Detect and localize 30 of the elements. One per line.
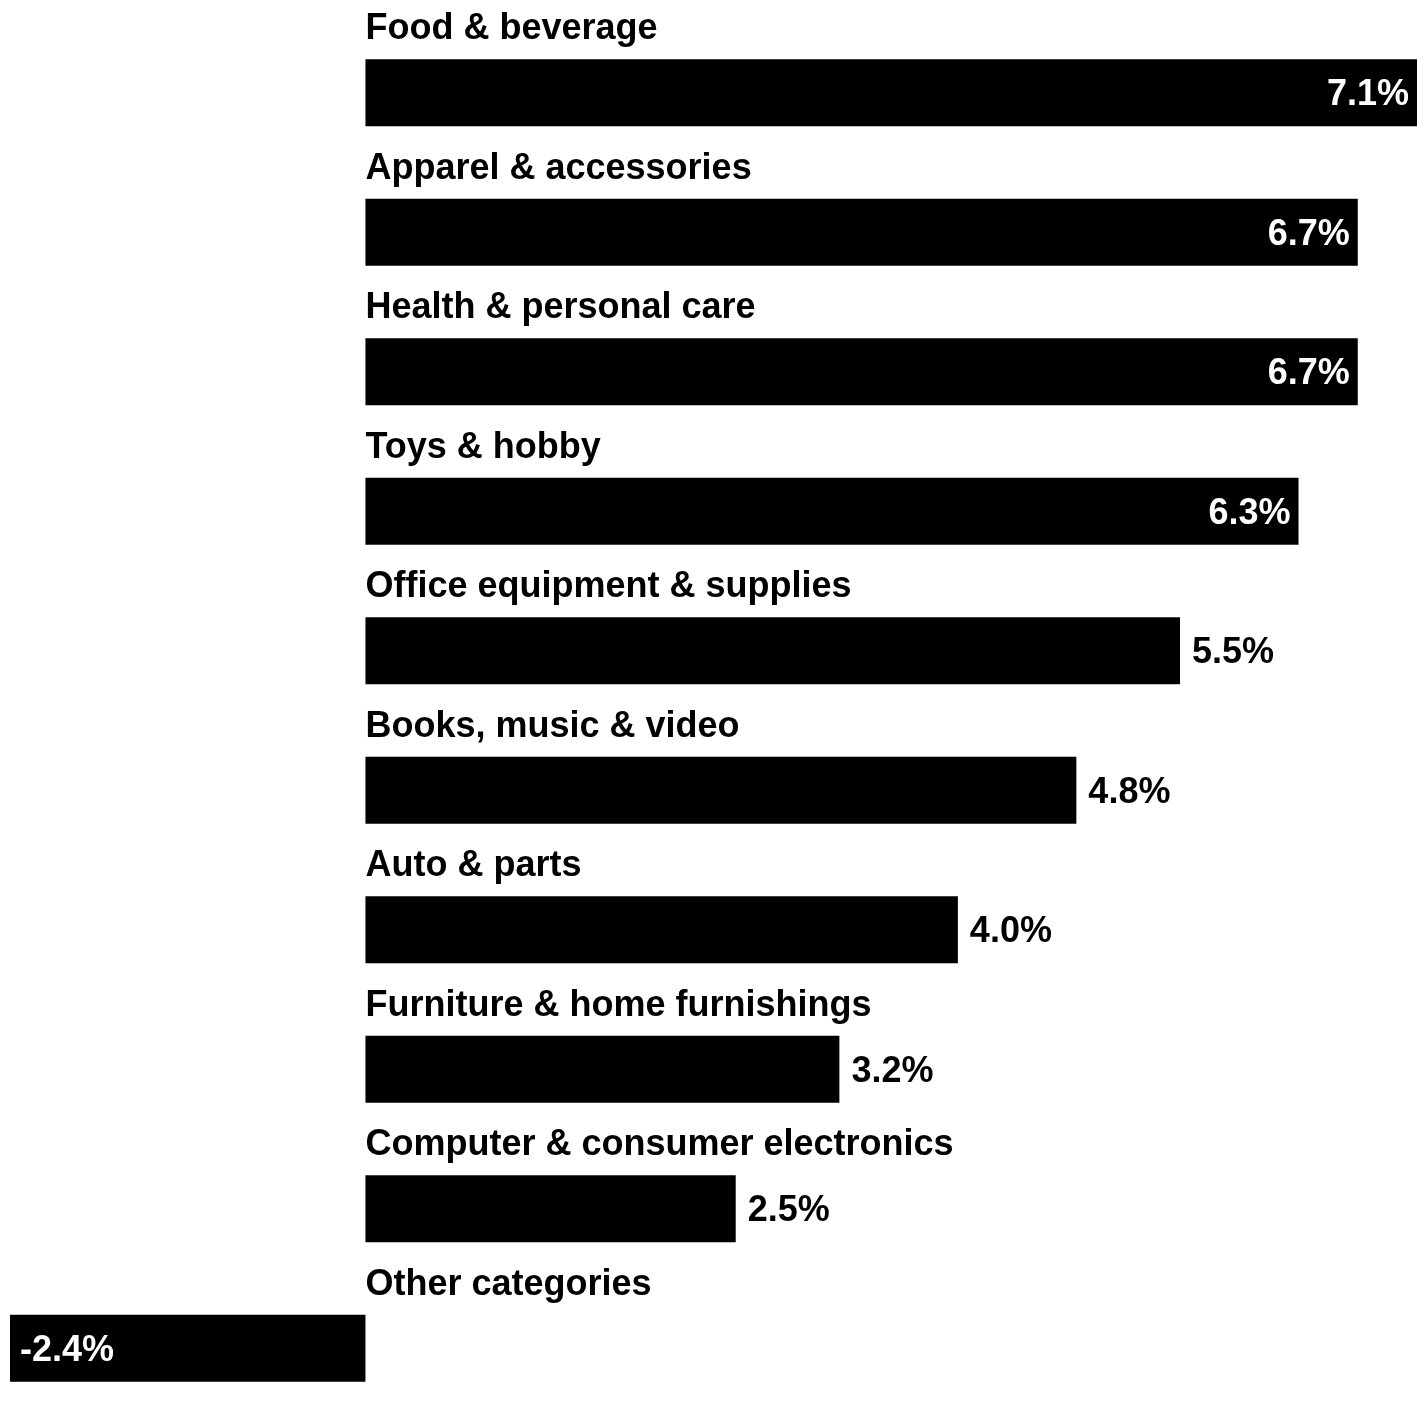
- bar: [10, 1314, 366, 1382]
- data-label: 6.3%: [1208, 490, 1291, 532]
- data-label: 3.2%: [851, 1048, 934, 1090]
- bar: [365, 617, 1181, 685]
- data-label: 4.0%: [969, 909, 1052, 951]
- y-tick-label: Health & personal care: [365, 285, 756, 327]
- bar: [365, 1035, 840, 1103]
- data-label: 2.5%: [747, 1188, 830, 1230]
- data-label: 7.1%: [1326, 72, 1409, 114]
- data-label: 5.5%: [1192, 630, 1275, 672]
- data-label: 6.7%: [1267, 211, 1350, 253]
- y-tick-label: Office equipment & supplies: [365, 564, 852, 606]
- data-label: 6.7%: [1267, 351, 1350, 393]
- y-tick-label: Books, music & video: [365, 703, 740, 745]
- bar: [365, 477, 1299, 545]
- y-tick-label: Food & beverage: [365, 6, 658, 48]
- bar: [365, 198, 1358, 266]
- y-tick-label: Apparel & accessories: [365, 145, 752, 187]
- y-tick-label: Furniture & home furnishings: [365, 982, 872, 1024]
- bar: [365, 59, 1417, 127]
- y-tick-label: Auto & parts: [365, 843, 582, 885]
- y-tick-label: Computer & consumer electronics: [365, 1122, 954, 1164]
- bar: [365, 338, 1358, 406]
- data-label: 4.8%: [1088, 769, 1171, 811]
- y-tick-label: Other categories: [365, 1261, 652, 1303]
- y-tick-label: Toys & hobby: [365, 424, 601, 466]
- data-label: -2.4%: [20, 1327, 115, 1369]
- bar: [365, 896, 958, 964]
- bar: [365, 1175, 736, 1243]
- bar: [365, 756, 1077, 824]
